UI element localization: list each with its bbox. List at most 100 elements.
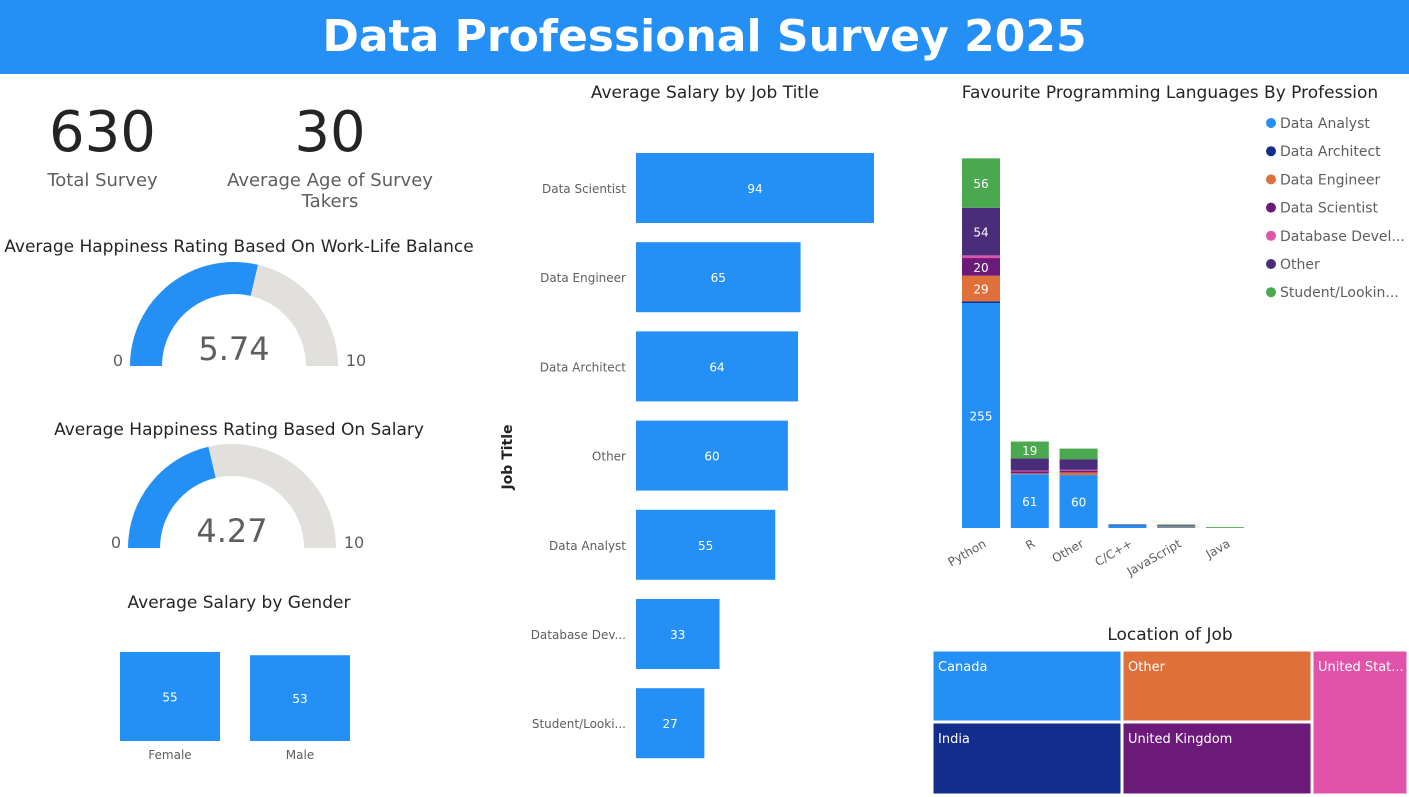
lang-bar-segment	[962, 255, 1000, 259]
legend-label: Database Devel...	[1280, 229, 1405, 245]
legend-label: Student/Lookin...	[1280, 285, 1399, 301]
gauge-salary-value: 4.27	[196, 512, 267, 550]
lang-category-label: Python	[945, 536, 988, 569]
legend-label: Data Architect	[1280, 144, 1381, 160]
total-survey-label: Total Survey	[47, 170, 158, 191]
gauge-salary-max: 10	[344, 533, 364, 552]
job-bar	[636, 688, 705, 759]
location-treemap: Canada Other United Stat... India United Kin…	[932, 650, 1408, 795]
gauge-wlb-min: 0	[113, 351, 123, 370]
lang-segment-label: 29	[973, 282, 988, 296]
gender-bar	[250, 655, 350, 741]
lang-bar-segment	[1010, 474, 1049, 528]
lang-segment-label: 255	[970, 410, 993, 424]
lang-bar-segment	[1059, 475, 1098, 528]
lang-bar-segment	[1059, 459, 1098, 470]
lang-bar-segment	[1157, 525, 1196, 527]
gender-chart: 55 Female 53 Male	[120, 652, 350, 762]
gender-bar-label: 53	[292, 692, 307, 706]
lang-bar-segment	[1059, 472, 1098, 476]
legend-marker	[1266, 287, 1276, 298]
header-banner	[0, 0, 1409, 74]
legend-label: Data Analyst	[1280, 116, 1370, 132]
treemap-label: India	[938, 732, 970, 747]
lang-category-label: R	[1023, 536, 1037, 552]
average-age-label: Average Age of Survey Takers	[227, 170, 433, 212]
lang-segment-label: 56	[973, 177, 988, 191]
job-bar	[636, 153, 874, 223]
gauge-wlb-fill	[130, 262, 258, 366]
job-chart-axis-label: Job Title	[500, 424, 516, 490]
gender-chart-title: Average Salary by Gender	[127, 593, 351, 613]
lang-bar-segment	[1010, 471, 1049, 474]
gauge-wlb-title: Average Happiness Rating Based On Work-L…	[4, 237, 474, 257]
treemap-label: Other	[1128, 660, 1166, 675]
job-category-label: Data Analyst	[549, 539, 626, 553]
legend-label: Data Scientist	[1280, 201, 1379, 217]
job-chart-title: Average Salary by Job Title	[590, 83, 820, 103]
lang-bar-segment	[1059, 470, 1098, 473]
treemap-cell	[1122, 722, 1312, 795]
lang-bar-segment	[1157, 527, 1196, 528]
page-title: Data Professional Survey 2025	[322, 11, 1087, 62]
lang-bar-segment	[962, 158, 1000, 208]
gauge-salary-fill	[128, 446, 216, 548]
lang-bar-segment	[1108, 524, 1147, 526]
legend-marker	[1266, 202, 1276, 213]
treemap-cell	[932, 650, 1122, 722]
lang-bar-segment	[962, 275, 1000, 302]
job-category-label: Data Architect	[540, 360, 627, 374]
lang-bar-segment	[1108, 525, 1147, 528]
lang-segment-label: 19	[1022, 444, 1037, 458]
job-chart: Job Title 94 Data Scientist 65 Data Enginee…	[500, 153, 874, 759]
lang-bar-segment	[962, 303, 1000, 528]
job-bar-label: 65	[711, 271, 726, 285]
location-chart-title: Location of Job	[1107, 625, 1233, 645]
languages-chart-title: Favourite Programming Languages By Profe…	[961, 83, 1379, 103]
job-bar-label: 64	[709, 360, 724, 374]
job-bar	[636, 331, 799, 402]
lang-segment-label: 20	[973, 261, 988, 275]
gender-bar-label: 55	[162, 691, 177, 705]
job-bar-label: 55	[698, 539, 713, 553]
legend-marker	[1266, 118, 1276, 128]
lang-bar-segment	[1010, 441, 1049, 459]
lang-segment-label: 61	[1022, 495, 1037, 509]
job-category-label: Data Engineer	[540, 271, 626, 285]
gauge-salary-title: Average Happiness Rating Based On Salary	[54, 420, 424, 440]
lang-category-label: Other	[1050, 536, 1087, 565]
treemap-label: United Stat...	[1318, 660, 1404, 675]
gender-category-label: Male	[286, 748, 314, 762]
lang-bar-segment	[1059, 469, 1098, 471]
lang-bar-segment	[962, 301, 1000, 304]
job-category-label: Other	[592, 450, 626, 464]
gauge-wlb-max: 10	[346, 351, 366, 370]
job-bar	[636, 420, 788, 491]
lang-category-label: JavaScript	[1124, 536, 1184, 579]
lang-category-label: Java	[1203, 536, 1233, 561]
gauge-wlb-value: 5.74	[198, 330, 269, 368]
legend-marker	[1266, 174, 1276, 185]
legend-marker	[1266, 259, 1276, 269]
gender-category-label: Female	[148, 748, 191, 762]
job-bar-label: 33	[670, 628, 685, 642]
lang-bar-segment	[1059, 448, 1098, 460]
job-bar-label: 27	[663, 717, 678, 731]
gauge-wlb-chart: 5.74 0 10	[113, 262, 366, 370]
lang-segment-label: 60	[1071, 496, 1086, 510]
legend-marker	[1266, 230, 1276, 241]
legend-marker	[1266, 146, 1276, 157]
job-bar-label: 60	[704, 450, 719, 464]
job-category-label: Data Scientist	[542, 182, 626, 196]
treemap-cell	[1312, 650, 1408, 795]
total-survey-value: 630	[49, 100, 156, 165]
lang-bar-segment	[1157, 524, 1196, 526]
job-bar-label: 94	[747, 182, 762, 196]
lang-bar-segment	[1010, 470, 1049, 472]
gender-bar	[120, 652, 220, 741]
lang-bar-segment	[962, 207, 1000, 256]
treemap-cell	[1122, 650, 1312, 722]
treemap-cell	[932, 722, 1122, 795]
lang-bar-segment	[1010, 458, 1049, 471]
